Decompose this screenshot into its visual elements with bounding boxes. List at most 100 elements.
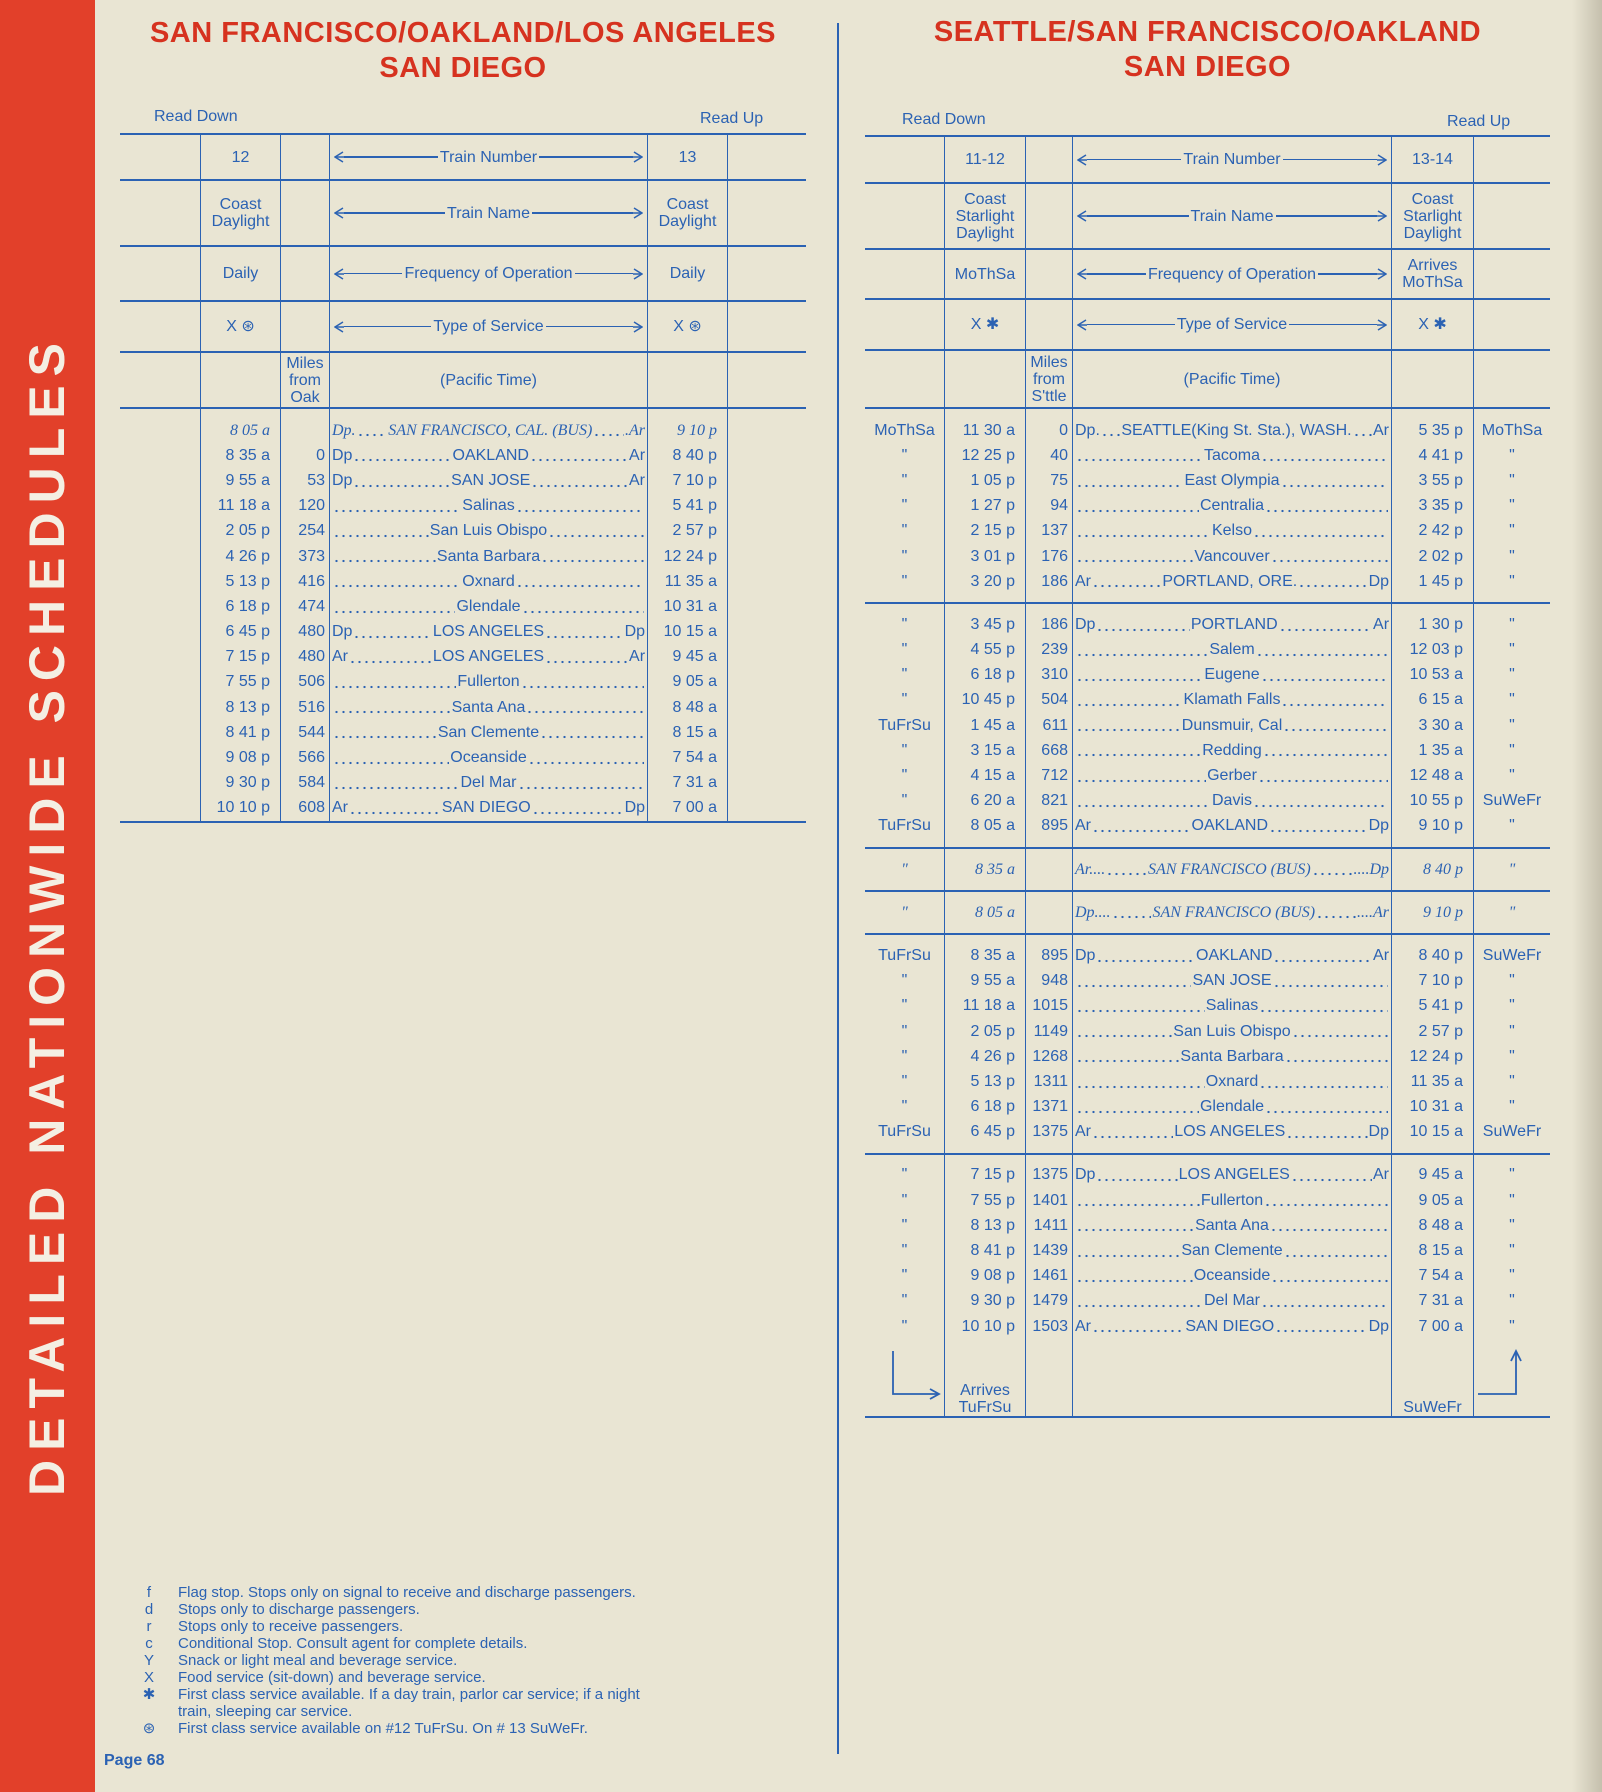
days-right-text: "	[1509, 1072, 1515, 1090]
station-name: Oceanside	[450, 749, 527, 767]
schedule-row: " 10 45 p 504 Klamath Falls 6 15 a "	[865, 687, 1550, 714]
miles-text: 544	[298, 723, 325, 741]
time-read-down: 6 18 p	[944, 662, 1025, 688]
station-name: SAN JOSE	[1192, 972, 1272, 990]
time-read-up-text: 7 10 p	[1418, 972, 1463, 990]
time-read-down-text: 8 13 p	[225, 698, 270, 716]
arrow-line	[344, 272, 403, 275]
group-separator	[865, 839, 1550, 857]
days-left	[120, 620, 200, 645]
schedule-row: " 6 18 p 1371 Glendale 10 31 a "	[865, 1094, 1550, 1120]
time-read-up: 5 41 p	[1391, 993, 1473, 1019]
days-right-text: "	[1509, 1317, 1515, 1335]
schedule-row: 4 26 p 373 Santa Barbara 12 24 p	[120, 543, 806, 570]
time-read-up: 10 31 a	[1391, 1094, 1473, 1120]
time-read-up-text: 10 15 a	[1409, 1123, 1463, 1141]
days-left: TuFrSu	[865, 1120, 944, 1145]
time-read-down-text: 10 10 p	[216, 799, 270, 817]
station-name: Salinas	[462, 497, 515, 515]
time-read-down: 4 55 p	[944, 637, 1025, 663]
arrow-left-icon	[334, 207, 344, 219]
left-read-up: Read Up	[700, 110, 764, 127]
header-cell: Daily	[647, 247, 727, 300]
time-read-up-text: 9 45 a	[1418, 1166, 1463, 1184]
time-read-down-text: 4 26 p	[225, 547, 270, 565]
schedule-row: " 9 08 p 1461 Oceanside 7 54 a "	[865, 1263, 1550, 1289]
station: Santa Barbara	[1072, 1044, 1391, 1070]
time-read-up: 9 10 p	[647, 418, 727, 444]
header-cell	[1473, 300, 1550, 349]
dot-leader	[333, 710, 451, 715]
dot-leader	[333, 533, 429, 538]
days-right-text: "	[1509, 522, 1515, 540]
time-read-down-text: 11 30 a	[962, 421, 1015, 439]
rule-line	[865, 349, 1550, 351]
rule-line	[865, 847, 1550, 849]
time-read-up: 8 40 p	[1391, 943, 1473, 969]
days-left	[120, 645, 200, 670]
dot-leader	[1076, 803, 1211, 808]
time-read-down: 7 15 p	[200, 644, 280, 670]
station: Santa Ana	[329, 695, 647, 721]
footnote-key: f	[146, 1584, 152, 1601]
header-cell	[865, 184, 944, 248]
header-arrow-label: Train Number	[1073, 151, 1391, 168]
header-label: MoThSa	[954, 265, 1016, 283]
header-label: Miles from Oak	[286, 354, 324, 406]
time-read-up: 3 55 p	[1391, 468, 1473, 494]
dot-leader	[529, 458, 629, 463]
days-left-text: "	[901, 1072, 908, 1090]
footer-cell	[1025, 1339, 1072, 1417]
dot-leader	[333, 785, 460, 790]
header-cell	[1025, 300, 1072, 349]
header-cell: MoThSa	[944, 250, 1025, 298]
time-read-down: 2 15 p	[944, 518, 1025, 544]
miles: 608	[280, 795, 329, 821]
station: SAN JOSE	[1072, 968, 1391, 994]
station: Del Mar	[1072, 1288, 1391, 1314]
time-read-up: 9 05 a	[647, 669, 727, 696]
time-read-down: 8 41 p	[944, 1238, 1025, 1264]
schedule-row: TuFrSu 6 45 p 1375 Ar LOS ANGELES Dp 10 15 a Su…	[865, 1119, 1550, 1145]
footnote-key: ⊛	[142, 1720, 156, 1737]
time-read-down: 11 18 a	[944, 993, 1025, 1019]
dot-leader	[1076, 508, 1199, 513]
time-read-up-text: 3 35 p	[1418, 497, 1463, 515]
header-cell: (Pacific Time)	[1072, 351, 1391, 407]
days-right	[727, 720, 806, 746]
station: Oxnard	[329, 569, 647, 595]
miles-text: 186	[1041, 572, 1068, 590]
station-name: Oceanside	[1193, 1267, 1271, 1285]
days-right: "	[1473, 857, 1550, 883]
days-right	[727, 594, 806, 620]
schedule-row: " 7 55 p 1401 Fullerton 9 05 a "	[865, 1188, 1550, 1214]
rule-line	[120, 179, 806, 181]
bent-arrow-up-icon	[1478, 1349, 1522, 1396]
rule-line	[865, 298, 1550, 300]
rule-line	[120, 407, 806, 409]
time-read-down-text: 6 18 p	[970, 1098, 1015, 1116]
station-name: SAN DIEGO	[441, 799, 531, 817]
days-left: "	[865, 1044, 944, 1069]
schedule-row: " 4 55 p 239 Salem 12 03 p "	[865, 637, 1550, 663]
time-read-up: 7 54 a	[647, 745, 727, 771]
dot-leader	[1271, 1278, 1388, 1283]
days-right-text: "	[1509, 1216, 1515, 1234]
station-name: Tacoma	[1203, 446, 1261, 464]
station-name: Glendale	[1199, 1098, 1265, 1116]
dot-leader	[1076, 1278, 1193, 1283]
miles: 480	[280, 644, 329, 670]
time-read-down-text: 11 18 a	[962, 997, 1015, 1015]
time-read-down-text: 10 10 p	[961, 1317, 1015, 1335]
days-left-text: "	[901, 691, 908, 709]
time-read-down-text: 9 55 a	[970, 972, 1015, 990]
miles: 895	[1025, 813, 1072, 839]
days-left-text: TuFrSu	[878, 1123, 931, 1141]
time-read-down: 6 18 p	[944, 1094, 1025, 1120]
miles: 373	[280, 543, 329, 570]
header-label: Frequency of Operation	[404, 265, 573, 282]
days-right-text: "	[1509, 716, 1515, 734]
header-label: Type of Service	[1176, 316, 1288, 333]
miles: 1375	[1025, 1162, 1072, 1189]
spacer-cell	[944, 409, 1025, 418]
